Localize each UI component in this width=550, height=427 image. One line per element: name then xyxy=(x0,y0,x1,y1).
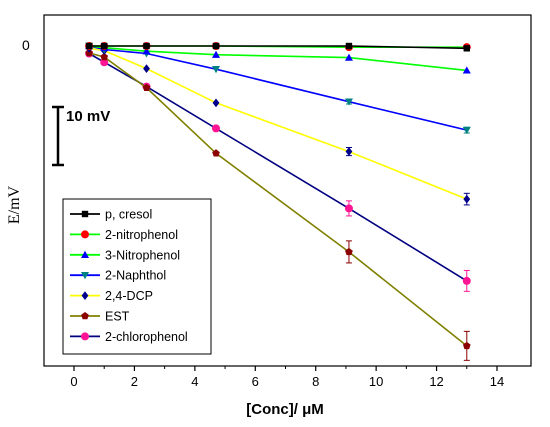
data-point xyxy=(212,66,221,74)
data-point xyxy=(344,204,353,213)
legend: p, cresol 2-nitrophenol 3-Nitrophenol 2-Nap… xyxy=(62,198,212,355)
legend-label: 2,4-DCP xyxy=(105,289,153,303)
x-tick-label: 14 xyxy=(490,374,504,389)
data-point xyxy=(212,149,220,157)
legend-marker xyxy=(81,312,89,320)
legend-item: p, cresol xyxy=(70,208,152,222)
series-est xyxy=(85,49,471,361)
x-tick-label: 8 xyxy=(312,374,319,389)
data-point xyxy=(143,64,150,74)
x-axis: 0 2 4 6 8 10 12 14 xyxy=(70,366,504,389)
legend-label: EST xyxy=(105,310,130,324)
data-point xyxy=(212,98,220,108)
x-tick-label: 6 xyxy=(252,374,259,389)
legend-items: p, cresol 2-nitrophenol 3-Nitrophenol 2-Nap… xyxy=(70,208,188,344)
x-tick-label: 10 xyxy=(369,374,383,389)
data-point xyxy=(100,53,108,61)
data-point xyxy=(212,50,221,58)
legend-label: 2-nitrophenol xyxy=(105,228,178,242)
y-tick-label-zero: 0 xyxy=(22,37,30,53)
scale-bar: 10 mV xyxy=(52,105,110,167)
data-point xyxy=(212,124,221,133)
data-point xyxy=(463,194,471,204)
legend-marker xyxy=(81,272,89,280)
data-point xyxy=(345,42,353,50)
legend-marker xyxy=(81,230,89,239)
legend-marker xyxy=(81,250,89,258)
plot-frame xyxy=(43,14,532,367)
x-tick-label: 0 xyxy=(70,374,77,389)
data-point xyxy=(345,247,353,256)
legend-item: 2-nitrophenol xyxy=(70,228,178,242)
data-point xyxy=(143,42,150,50)
data-point xyxy=(142,47,151,55)
data-point xyxy=(101,42,108,50)
legend-item: 2-chlorophenol xyxy=(70,330,188,344)
x-tick-label: 2 xyxy=(131,374,138,389)
x-tick-label: 4 xyxy=(191,374,198,389)
data-point xyxy=(463,341,471,350)
series-layer xyxy=(85,42,471,361)
legend-item: 3-Nitrophenol xyxy=(70,248,180,262)
legend-marker xyxy=(81,210,89,218)
series-p-cresol xyxy=(85,42,470,52)
data-point xyxy=(142,83,151,91)
scale-bar-label: 10 mV xyxy=(66,108,110,125)
data-point xyxy=(85,42,93,50)
legend-label: 2-Naphthol xyxy=(105,269,166,283)
legend-marker xyxy=(81,332,89,341)
data-point xyxy=(344,53,353,61)
legend-marker xyxy=(81,291,89,300)
legend-item: EST xyxy=(70,310,130,324)
legend-box xyxy=(62,198,212,355)
data-point xyxy=(345,147,353,156)
data-point xyxy=(463,45,470,52)
data-point xyxy=(212,42,220,50)
data-point xyxy=(462,276,471,285)
y-axis-title: E/mV xyxy=(6,185,23,224)
series-2-4-dcp xyxy=(85,43,471,206)
x-tick-label: 12 xyxy=(429,374,443,389)
data-point xyxy=(462,126,471,135)
legend-label: p, cresol xyxy=(105,208,152,222)
legend-item: 2,4-DCP xyxy=(70,289,153,303)
data-point xyxy=(344,98,353,106)
legend-item: 2-Naphthol xyxy=(70,269,166,283)
data-point xyxy=(462,66,471,74)
legend-label: 3-Nitrophenol xyxy=(105,248,180,262)
x-axis-title: [Conc]/ μM xyxy=(246,401,324,418)
legend-label: 2-chlorophenol xyxy=(105,330,188,344)
